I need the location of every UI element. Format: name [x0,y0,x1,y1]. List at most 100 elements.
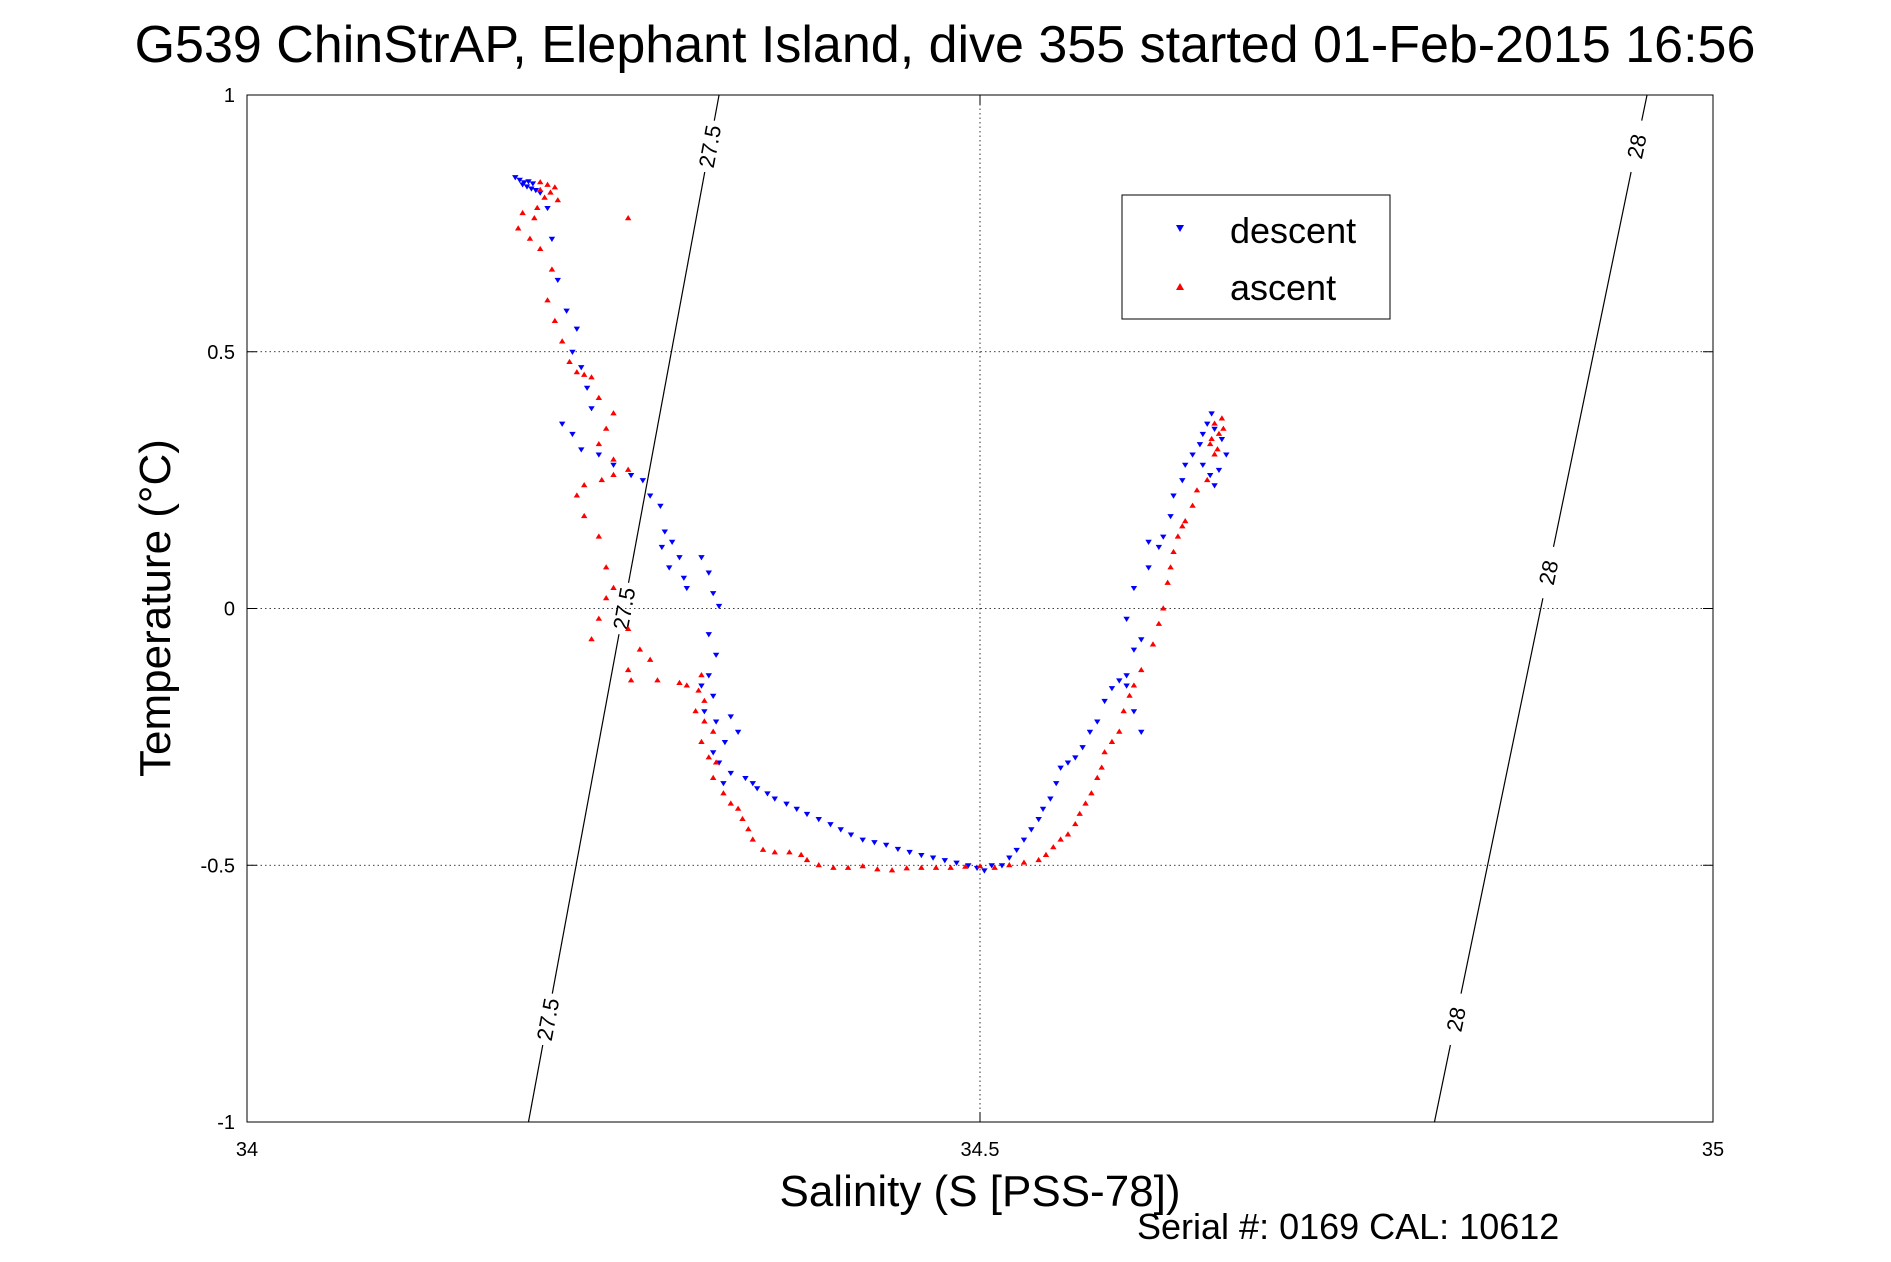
ascent-point [1208,435,1215,442]
contour-label: 28 [1534,558,1563,587]
ascent-point [698,672,705,678]
descent-point [1211,483,1218,489]
ascent-point [1126,692,1133,698]
ascent-point [695,687,702,693]
ascent-point [573,369,581,375]
ascent-point [1094,774,1101,780]
descent-point [1028,827,1035,833]
ascent-point [1088,790,1095,796]
ascent-point [624,666,632,673]
descent-point [709,693,717,699]
ascent-point [595,394,603,400]
axis-ticks: 34 34.5 35 -1 -0.5 0 0.5 1 [201,85,1725,1161]
descent-point [583,385,591,391]
y-tick-label: 1 [224,85,235,107]
descent-point [1116,678,1123,684]
descent-point [578,447,585,453]
contour-line [527,1044,544,1123]
descent-point [516,177,523,183]
ascent-point [573,492,581,498]
ascent-point [701,697,708,703]
descent-point [1072,755,1079,761]
descent-point [512,175,519,181]
ascent-point [1218,415,1226,421]
grid-lines [247,95,1713,1122]
descent-point [705,673,712,679]
descent-point [646,493,654,499]
ascent-point [759,846,767,852]
ascent-point [554,197,561,203]
descent-point [1123,616,1130,622]
ascent-point [1082,800,1089,806]
descent-point [803,811,811,818]
ascent-point [1138,666,1145,673]
descent-point [1199,462,1207,468]
ascent-point [1057,836,1064,842]
ascent-point [548,266,556,272]
ascent-point [947,864,954,870]
descent-point [1223,452,1230,458]
ascent-point [771,849,778,855]
ascent-point [1220,425,1227,431]
descent-point [709,591,717,597]
ascent-point [705,754,712,760]
series-descent [512,175,1230,874]
ascent-point [859,863,866,869]
descent-point [705,570,712,576]
ascent-point [739,815,746,822]
descent-point [1006,855,1013,861]
ascent-point [1164,579,1171,585]
descent-point [1130,585,1138,592]
ascent-point [588,636,595,642]
descent-point [742,775,749,782]
legend-descent-marker [1176,225,1184,232]
ascent-point [595,440,603,447]
ascent-point [1215,430,1223,436]
ascent-point [1179,523,1186,529]
ascent-point [627,677,635,683]
descent-point [1155,544,1163,551]
ascent-point [1130,682,1138,688]
descent-point [815,817,822,823]
descent-point [871,840,878,846]
descent-point [588,406,595,412]
descent-point [1094,719,1101,725]
descent-point [680,575,688,581]
descent-point [1047,796,1054,802]
descent-point [532,187,540,194]
x-tick-label: 34 [236,1139,258,1161]
descent-point [544,205,551,212]
ascent-point [1189,502,1196,508]
descent-point [727,770,734,777]
ascent-point [976,863,984,869]
ascent-point [903,865,910,871]
descent-point [578,365,585,371]
descent-point [1179,478,1186,484]
ascent-point [515,225,522,231]
ascent-point [1076,810,1083,816]
descent-point [698,555,705,561]
descent-point [1196,442,1204,448]
descent-point [1167,514,1174,520]
ascent-point [1072,820,1079,827]
descent-point [1035,817,1042,823]
y-tick-label: 0.5 [207,342,235,364]
descent-point [988,863,995,869]
descent-point [712,719,720,725]
descent-point [941,858,949,864]
descent-point [1218,437,1226,443]
ascent-point [610,456,617,462]
y-axis-label: Temperature (°C) [131,439,180,777]
x-tick-label: 34.5 [961,1139,1000,1161]
ascent-point [1098,764,1105,770]
descent-point [676,555,683,561]
ascent-point [932,864,940,870]
ascent-point [534,204,541,210]
contour-label: 28 [1622,132,1651,161]
descent-point [1101,698,1108,705]
ascent-point [624,466,632,472]
series-ascent [515,179,1227,873]
ascent-point [1204,476,1211,483]
descent-point [981,868,988,874]
descent-point [698,683,705,689]
